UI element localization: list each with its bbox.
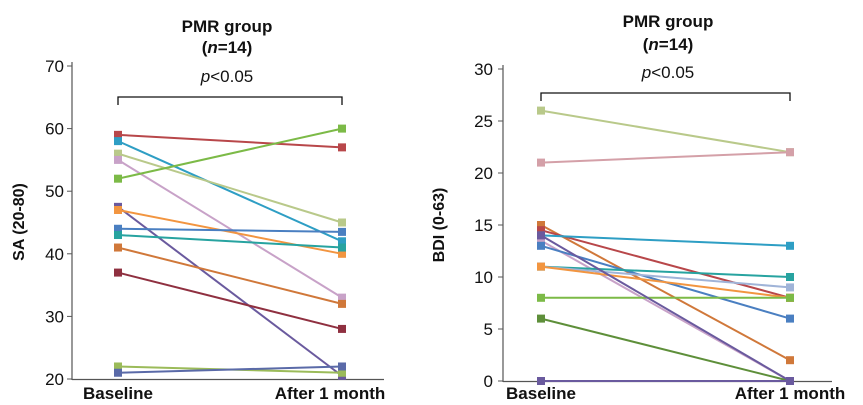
chart1-y-tick-label: 50 [45, 182, 64, 201]
chart2-x-category-baseline: Baseline [506, 384, 576, 403]
chart1-series-2-point-after [338, 237, 346, 246]
chart2-series-11-point-after [786, 293, 794, 302]
chart1-series-7-point-after [338, 249, 346, 258]
chart1-series-9-line [117, 234, 343, 249]
chart2-series-2-point-after [786, 148, 794, 157]
chart2-sample-size: (n=14) [643, 35, 694, 54]
chart2-y-tick-label: 30 [474, 60, 493, 79]
chart1-series-5-point-baseline [114, 174, 122, 183]
chart2-series-12-line [540, 317, 791, 382]
chart2-y-tick-label: 25 [474, 112, 493, 131]
chart1-series-2-point-baseline [114, 137, 122, 146]
chart2-series-9-point-after [786, 283, 794, 292]
chart2-series-2-line [540, 151, 791, 164]
chart1-series-13-point-after [338, 362, 346, 371]
chart1-y-tick-label: 60 [45, 120, 64, 139]
chart1-series-1-line [117, 133, 343, 149]
chart2-series-6-point-baseline [537, 236, 545, 245]
chart1-y-tick-label: 20 [45, 370, 64, 389]
chart1-y-tick-label: 30 [45, 307, 64, 326]
chart1-series-2-line [117, 140, 343, 243]
chart1-series-7-line [117, 208, 343, 255]
chart2-series-3-point-baseline [537, 221, 545, 229]
chart2-series-14-point-baseline [537, 377, 545, 385]
chart2-series-10-point-baseline [537, 262, 545, 271]
chart1-series-11-point-after [338, 324, 346, 333]
chart2-y-tick-label: 5 [484, 320, 493, 339]
chart2-series-12-point-baseline [537, 314, 545, 323]
chart1-series-11-point-baseline [114, 268, 122, 277]
chart2-y-tick-label: 10 [474, 268, 493, 287]
chart1-series-5-line [117, 127, 343, 180]
chart1-series-10-point-baseline [114, 243, 122, 252]
chart1-p-value: p<0.05 [200, 67, 253, 86]
chart2-series-4-line [540, 229, 791, 299]
chart1-y-tick-label: 40 [45, 245, 64, 264]
chart1-series-5-point-after [338, 124, 346, 133]
chart2-series-13-line [540, 234, 791, 382]
chart2-series-3-point-after [786, 356, 794, 365]
chart1-series-4-point-baseline [114, 155, 122, 164]
chart2-y-tick-label: 0 [484, 372, 493, 391]
chart2-series-4-point-baseline [537, 226, 545, 235]
chart1-series-4-point-after [338, 293, 346, 302]
chart2-x-category-after: After 1 month [735, 384, 846, 403]
chart2-series-8-point-after [786, 273, 794, 281]
chart2-series-2-point-baseline [537, 158, 545, 167]
chart2-y-axis-label: BDI (0-63) [431, 188, 448, 263]
chart1-x-category-baseline: Baseline [83, 384, 153, 403]
chart1-series-4-line [117, 159, 343, 299]
chart2-series-1-point-baseline [537, 106, 545, 115]
chart1-series-9-point-baseline [114, 231, 122, 240]
chart1-significance-bracket [117, 96, 343, 105]
chart1-series-11-line [117, 271, 343, 330]
chart1-series-7-point-baseline [114, 205, 122, 214]
chart1-y-tick-label: 70 [45, 57, 64, 76]
chart1-sample-size: (n=14) [202, 38, 253, 57]
chart2-series-13-point-baseline [537, 231, 545, 240]
chart1-series-12-point-after [338, 368, 346, 377]
chart1-y-axis-label: SA (20-80) [11, 183, 28, 261]
chart2-series-5-line [540, 234, 791, 247]
chart2-title: PMR group [623, 12, 714, 31]
chart2-series-3-line [540, 224, 791, 362]
chart2-p-value: p<0.05 [641, 63, 694, 82]
chart1-series-10-point-after [338, 299, 346, 308]
chart2-series-11-point-baseline [537, 293, 545, 302]
chart1-series-8-point-after [338, 227, 346, 236]
chart2-series-14-point-after [786, 377, 794, 385]
chart2-series-9-line [540, 265, 791, 289]
chart2-y-tick-label: 15 [474, 216, 493, 235]
chart2-series-8-line [540, 265, 791, 278]
chart1-series-10-line [117, 246, 343, 305]
chart2-significance-bracket [540, 92, 791, 101]
chart1-series-12-point-baseline [114, 362, 122, 371]
chart2-series-1-line [540, 109, 791, 154]
chart2-series-5-point-after [786, 241, 794, 250]
chart1-series-13-point-baseline [114, 368, 122, 377]
chart1-series-3-line [117, 152, 343, 224]
chart2-series-7-point-baseline [537, 241, 545, 250]
chart2-y-tick-label: 20 [474, 164, 493, 183]
chart1-series-6-line [117, 206, 343, 377]
chart1-series-3-point-baseline [114, 149, 122, 158]
chart1-series-1-point-after [338, 143, 346, 152]
chart1-x-category-after: After 1 month [275, 384, 386, 403]
chart2-series-7-point-after [786, 314, 794, 323]
chart1-series-3-point-after [338, 218, 346, 227]
chart1-series-8-line [117, 227, 343, 233]
chart1-series-8-point-baseline [114, 224, 122, 233]
chart1-series-9-point-after [338, 243, 346, 252]
chart1-series-13-line [117, 365, 343, 374]
chart1-title: PMR group [182, 17, 273, 36]
chart2-series-10-line [540, 265, 791, 299]
chart1-series-1-point-baseline [114, 130, 122, 139]
